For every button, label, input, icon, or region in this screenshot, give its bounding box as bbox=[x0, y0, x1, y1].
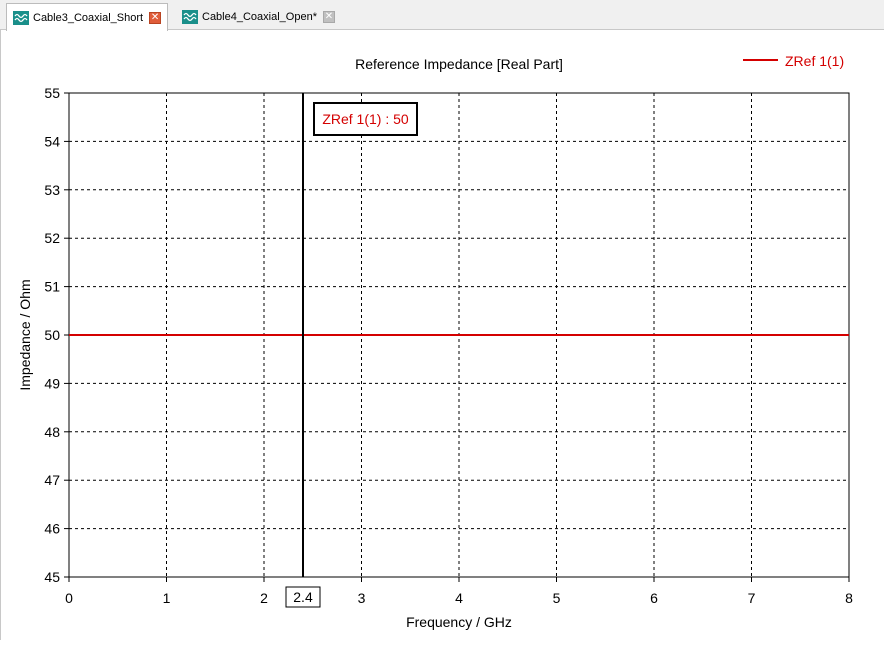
x-tick-label: 3 bbox=[358, 590, 366, 606]
waveform-icon bbox=[13, 10, 29, 25]
marker[interactable]: ZRef 1(1) : 50 2.4 bbox=[285, 93, 418, 608]
y-tick-label: 52 bbox=[44, 230, 60, 246]
y-tick-label: 53 bbox=[44, 182, 60, 198]
y-tick-label: 48 bbox=[44, 424, 60, 440]
x-axis-label: Frequency / GHz bbox=[406, 614, 512, 630]
legend-label: ZRef 1(1) bbox=[785, 53, 844, 69]
x-tick-label: 8 bbox=[845, 590, 853, 606]
x-tick-label: 4 bbox=[455, 590, 463, 606]
x-tick-label: 5 bbox=[553, 590, 561, 606]
y-axis-label: Impedance / Ohm bbox=[17, 279, 33, 390]
tab-cable3-coaxial-short[interactable]: Cable3_Coaxial_Short ✕ bbox=[6, 3, 169, 31]
x-tick-label: 1 bbox=[163, 590, 171, 606]
y-tick-label: 50 bbox=[44, 327, 60, 343]
close-icon[interactable]: ✕ bbox=[322, 10, 335, 23]
y-tick-label: 45 bbox=[44, 569, 60, 585]
marker-x-label-box bbox=[285, 586, 321, 608]
waveform-icon bbox=[182, 9, 198, 24]
legend[interactable]: ZRef 1(1) bbox=[743, 53, 844, 69]
tab-cable4-coaxial-open[interactable]: Cable4_Coaxial_Open* ✕ bbox=[176, 3, 341, 30]
x-tick-label: 6 bbox=[650, 590, 658, 606]
y-tick-label: 51 bbox=[44, 279, 60, 295]
y-tick-label: 49 bbox=[44, 375, 60, 391]
marker-annotation-box bbox=[313, 102, 418, 136]
tab-label: Cable4_Coaxial_Open* bbox=[202, 10, 317, 23]
marker-annotation-text: ZRef 1(1) : 50 bbox=[322, 111, 409, 127]
tab-label: Cable3_Coaxial_Short bbox=[33, 11, 144, 24]
marker-x-label: 2.4 bbox=[293, 589, 313, 605]
x-tick-label: 0 bbox=[65, 590, 73, 606]
tab-bar: Cable3_Coaxial_Short ✕ Cable4_Coaxial_Op… bbox=[0, 0, 884, 31]
chart-title: Reference Impedance [Real Part] bbox=[355, 56, 563, 72]
y-tick-label: 46 bbox=[44, 521, 60, 537]
close-icon[interactable]: ✕ bbox=[149, 11, 162, 24]
x-tick-label: 2 bbox=[260, 590, 268, 606]
y-tick-label: 54 bbox=[44, 133, 60, 149]
y-tick-label: 47 bbox=[44, 472, 60, 488]
y-tick-label: 55 bbox=[44, 85, 60, 101]
x-tick-label: 7 bbox=[748, 590, 756, 606]
